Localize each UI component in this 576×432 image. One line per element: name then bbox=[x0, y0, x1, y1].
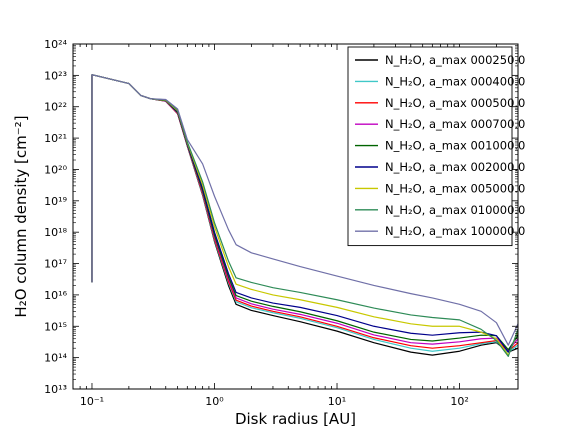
y-tick-label: 10¹⁷ bbox=[44, 258, 67, 271]
y-tick-label: 10²⁰ bbox=[44, 163, 67, 176]
y-tick-label: 10¹⁶ bbox=[44, 289, 67, 302]
y-tick-label: 10¹⁸ bbox=[44, 226, 67, 239]
y-tick-label: 10¹⁵ bbox=[44, 320, 67, 333]
series-line-9 bbox=[91, 74, 518, 346]
y-tick-label: 10¹⁹ bbox=[44, 195, 67, 208]
x-tick-label: 10¹ bbox=[328, 395, 346, 408]
legend-entry: N_H₂O, a_max 002000.0 bbox=[385, 160, 525, 174]
y-tick-label: 10²² bbox=[44, 101, 67, 114]
legend-entry: N_H₂O, a_max 010000.0 bbox=[385, 203, 525, 217]
legend-entry: N_H₂O, a_max 000250.0 bbox=[385, 53, 525, 67]
x-tick-label: 10² bbox=[450, 395, 468, 408]
series-group bbox=[91, 74, 518, 357]
legend-entry: N_H₂O, a_max 000700.0 bbox=[385, 117, 525, 131]
x-axis-label: Disk radius [AU] bbox=[235, 410, 356, 428]
x-tick-label: 10⁰ bbox=[205, 395, 224, 408]
legend-entry: N_H₂O, a_max 000400.0 bbox=[385, 74, 525, 88]
legend-entry: N_H₂O, a_max 000500.0 bbox=[385, 96, 525, 110]
legend-entry: N_H₂O, a_max 005000.0 bbox=[385, 181, 525, 195]
x-tick-label: 10⁻¹ bbox=[80, 395, 104, 408]
plot-frame bbox=[72, 43, 519, 390]
y-tick-label: 10¹³ bbox=[44, 383, 67, 396]
axes: 10⁻¹ 10⁰ 10¹ 10² 10¹³ 10¹⁴ 10¹⁵ 10¹⁶ 10¹⁷ 10¹⁸ 10¹… bbox=[44, 38, 519, 408]
legend: N_H₂O, a_max 000250.0 N_H₂O, a_max 000400… bbox=[347, 46, 525, 247]
plot-area bbox=[91, 74, 518, 357]
legend-entry: N_H₂O, a_max 001000.0 bbox=[385, 139, 525, 153]
y-axis-label: H₂O column density [cm⁻²] bbox=[12, 115, 30, 317]
legend-entry: N_H₂O, a_max 100000.0 bbox=[385, 224, 525, 238]
y-tick-label: 10²¹ bbox=[44, 132, 67, 145]
y-tick-label: 10²³ bbox=[44, 69, 67, 82]
y-tick-label: 10¹⁴ bbox=[44, 352, 67, 365]
y-tick-label: 10²⁴ bbox=[44, 38, 67, 51]
